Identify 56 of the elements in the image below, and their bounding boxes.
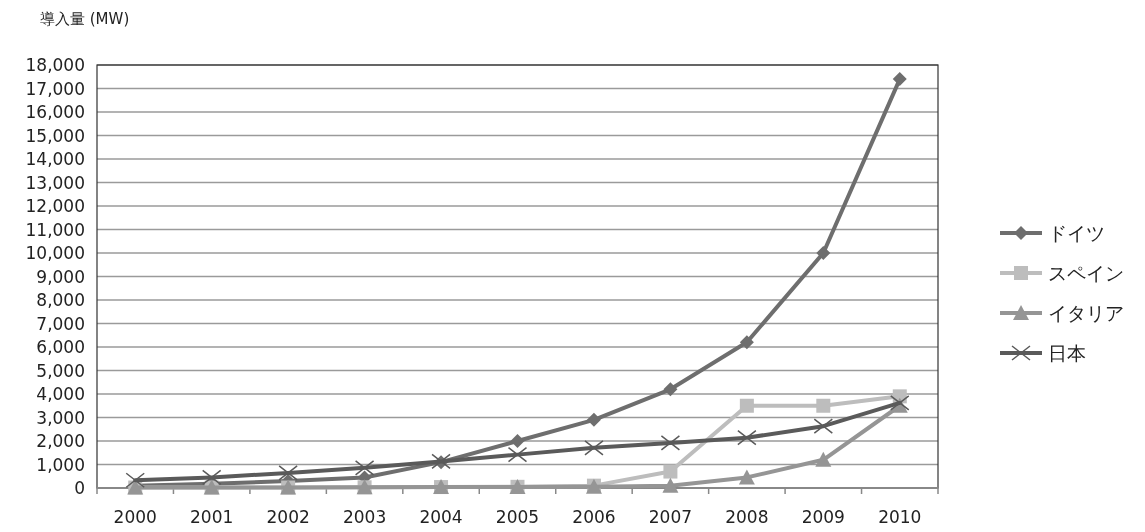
point: [738, 469, 755, 485]
x-tick-label: 2000: [113, 507, 157, 527]
point: [739, 335, 754, 350]
y-tick-label: 7,000: [36, 313, 85, 334]
point: [201, 469, 222, 486]
point: [663, 382, 678, 397]
y-tick-label: 8,000: [36, 290, 85, 310]
y-tick-label: 9,000: [36, 266, 85, 287]
y-tick-label: 2,000: [36, 431, 85, 451]
x-tick-label: 2001: [190, 507, 234, 527]
y-tick-label: 4,000: [36, 384, 85, 404]
point: [354, 460, 375, 476]
x-tick-label: 2009: [801, 507, 845, 527]
legend-label: ドイツ: [1048, 222, 1105, 244]
x-tick-label: 2004: [419, 507, 463, 527]
point: [737, 429, 757, 446]
x-tick-label: 2006: [572, 507, 616, 527]
point: [739, 398, 754, 413]
x-tick-label: 2005: [495, 507, 540, 527]
legend-label: スペイン: [1048, 262, 1124, 284]
y-tick-label: 10,000: [25, 243, 85, 263]
point: [125, 472, 145, 488]
y-tick-label: 15,000: [25, 125, 85, 146]
point: [662, 477, 679, 493]
y-tick-label: 17,000: [25, 78, 85, 99]
x-tick-label: 2008: [725, 507, 769, 527]
y-tick-label: 18,000: [25, 55, 85, 75]
point: [510, 434, 525, 448]
y-tick-label: 5,000: [36, 360, 85, 381]
legend-label: 日本: [1048, 342, 1086, 364]
y-tick-label: 11,000: [25, 219, 85, 240]
point: [816, 398, 831, 413]
legend-label: イタリア: [1048, 302, 1124, 324]
point: [584, 440, 604, 456]
x-tick-label: 2003: [342, 507, 387, 527]
y-tick-label: 0: [74, 478, 85, 498]
y-tick-label: 6,000: [36, 337, 85, 357]
y-tick-label: 3,000: [36, 407, 85, 428]
x-tick-label: 2002: [266, 507, 310, 527]
y-axis-title: 導入量 (MW): [40, 10, 130, 28]
point: [278, 465, 298, 481]
y-tick-label: 13,000: [25, 172, 85, 193]
point: [816, 246, 831, 260]
point: [586, 412, 601, 427]
y-tick-label: 1,000: [36, 454, 85, 475]
y-tick-label: 12,000: [25, 196, 85, 216]
x-tick-label: 2010: [878, 507, 922, 527]
point: [892, 72, 907, 87]
y-tick-label: 14,000: [25, 149, 85, 169]
y-tick-label: 16,000: [25, 102, 85, 122]
x-tick-label: 2007: [648, 507, 693, 527]
point: [507, 446, 528, 463]
point: [813, 418, 834, 434]
point: [663, 464, 678, 479]
point: [660, 435, 681, 451]
point: [815, 451, 832, 467]
